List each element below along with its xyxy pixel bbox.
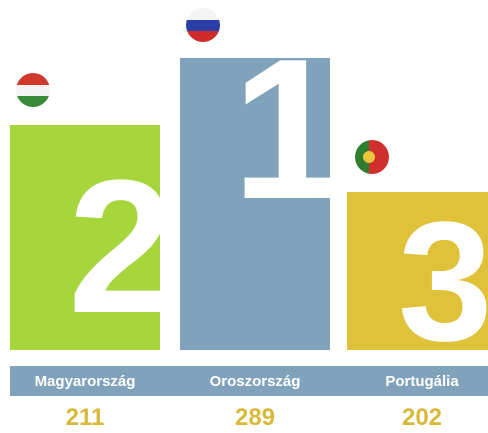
rank-digit: 3 (398, 187, 488, 377)
podium-third (347, 192, 488, 350)
country-name: Oroszország (210, 373, 301, 390)
label-bar (10, 366, 488, 396)
flag-russia (186, 8, 220, 42)
rank-digit: 2 (68, 141, 174, 353)
score: 289 (235, 404, 275, 428)
country-name: Portugália (385, 373, 459, 390)
flag-portugal (355, 140, 389, 174)
score: 202 (402, 404, 442, 428)
flag-hungary (16, 73, 50, 107)
rank-digit: 1 (232, 18, 343, 241)
score: 211 (66, 404, 105, 428)
podium-second (10, 125, 160, 350)
country-name: Magyarország (35, 373, 136, 390)
podium-first (180, 58, 330, 350)
